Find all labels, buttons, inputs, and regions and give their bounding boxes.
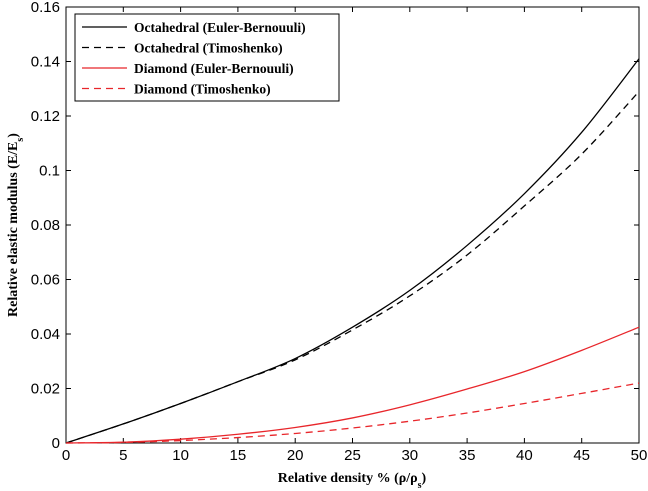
legend-box <box>74 13 340 102</box>
y-tick-label: 0.08 <box>31 217 60 234</box>
series-layer <box>65 58 640 444</box>
legend-label-3: Diamond (Euler-Bernouuli) <box>134 61 294 76</box>
x-tick-label: 0 <box>62 447 70 464</box>
y-tick-label: 0.02 <box>31 381 60 398</box>
y-tick-label: 0.12 <box>31 108 60 125</box>
y-tick-label: 0.04 <box>31 326 60 343</box>
x-tick-label: 50 <box>631 447 648 464</box>
y-axis-label: Relative elastic modulus (E/Es) <box>6 133 26 317</box>
y-tick-label: 0 <box>52 435 60 452</box>
x-tick-label: 10 <box>172 447 189 464</box>
x-axis-label: Relative density % (ρ/ρs) <box>278 471 427 491</box>
y-tick-label: 0.1 <box>39 163 60 180</box>
x-tick-label: 35 <box>459 447 476 464</box>
x-tick-label: 20 <box>287 447 304 464</box>
series-line-3 <box>65 326 640 444</box>
legend-label-1: Octahedral (Euler-Bernouuli) <box>134 20 306 35</box>
legend-label-2: Octahedral (Timoshenko) <box>134 41 283 56</box>
y-tick-label: 0.14 <box>31 54 60 71</box>
series-line-2 <box>65 91 640 444</box>
x-tick-label: 40 <box>516 447 533 464</box>
legend-label-4: Diamond (Timoshenko) <box>134 82 271 97</box>
x-tick-label: 5 <box>119 447 127 464</box>
y-tick-label: 0.16 <box>31 0 60 16</box>
x-tick-label: 45 <box>573 447 590 464</box>
x-tick-label: 30 <box>401 447 418 464</box>
ticks: 0 5 10 15 20 25 30 35 40 45 50 0 0.02 0.04 0.06 0.08 0.1… <box>31 0 648 464</box>
legend: Octahedral (Euler-Bernouuli) Octahedral (… <box>74 13 340 102</box>
series-line-4 <box>65 382 640 444</box>
x-tick-label: 15 <box>230 447 247 464</box>
y-tick-label: 0.06 <box>31 272 60 289</box>
x-tick-label: 25 <box>344 447 361 464</box>
